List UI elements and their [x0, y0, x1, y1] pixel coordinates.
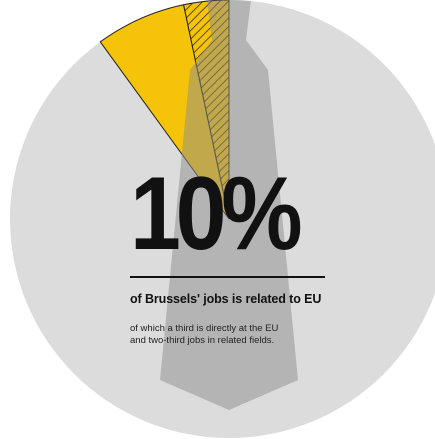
big-number: 10%: [130, 156, 303, 272]
note-line-2: and two-third jobs in related fields.: [130, 335, 275, 346]
necktie-icon: [160, 0, 298, 410]
note: of which a third is directly at the EU a…: [130, 323, 330, 347]
divider: [130, 276, 325, 278]
note-line-1: of which a third is directly at the EU: [130, 323, 279, 334]
headline: of Brussels' jobs is related to EU: [130, 292, 322, 306]
